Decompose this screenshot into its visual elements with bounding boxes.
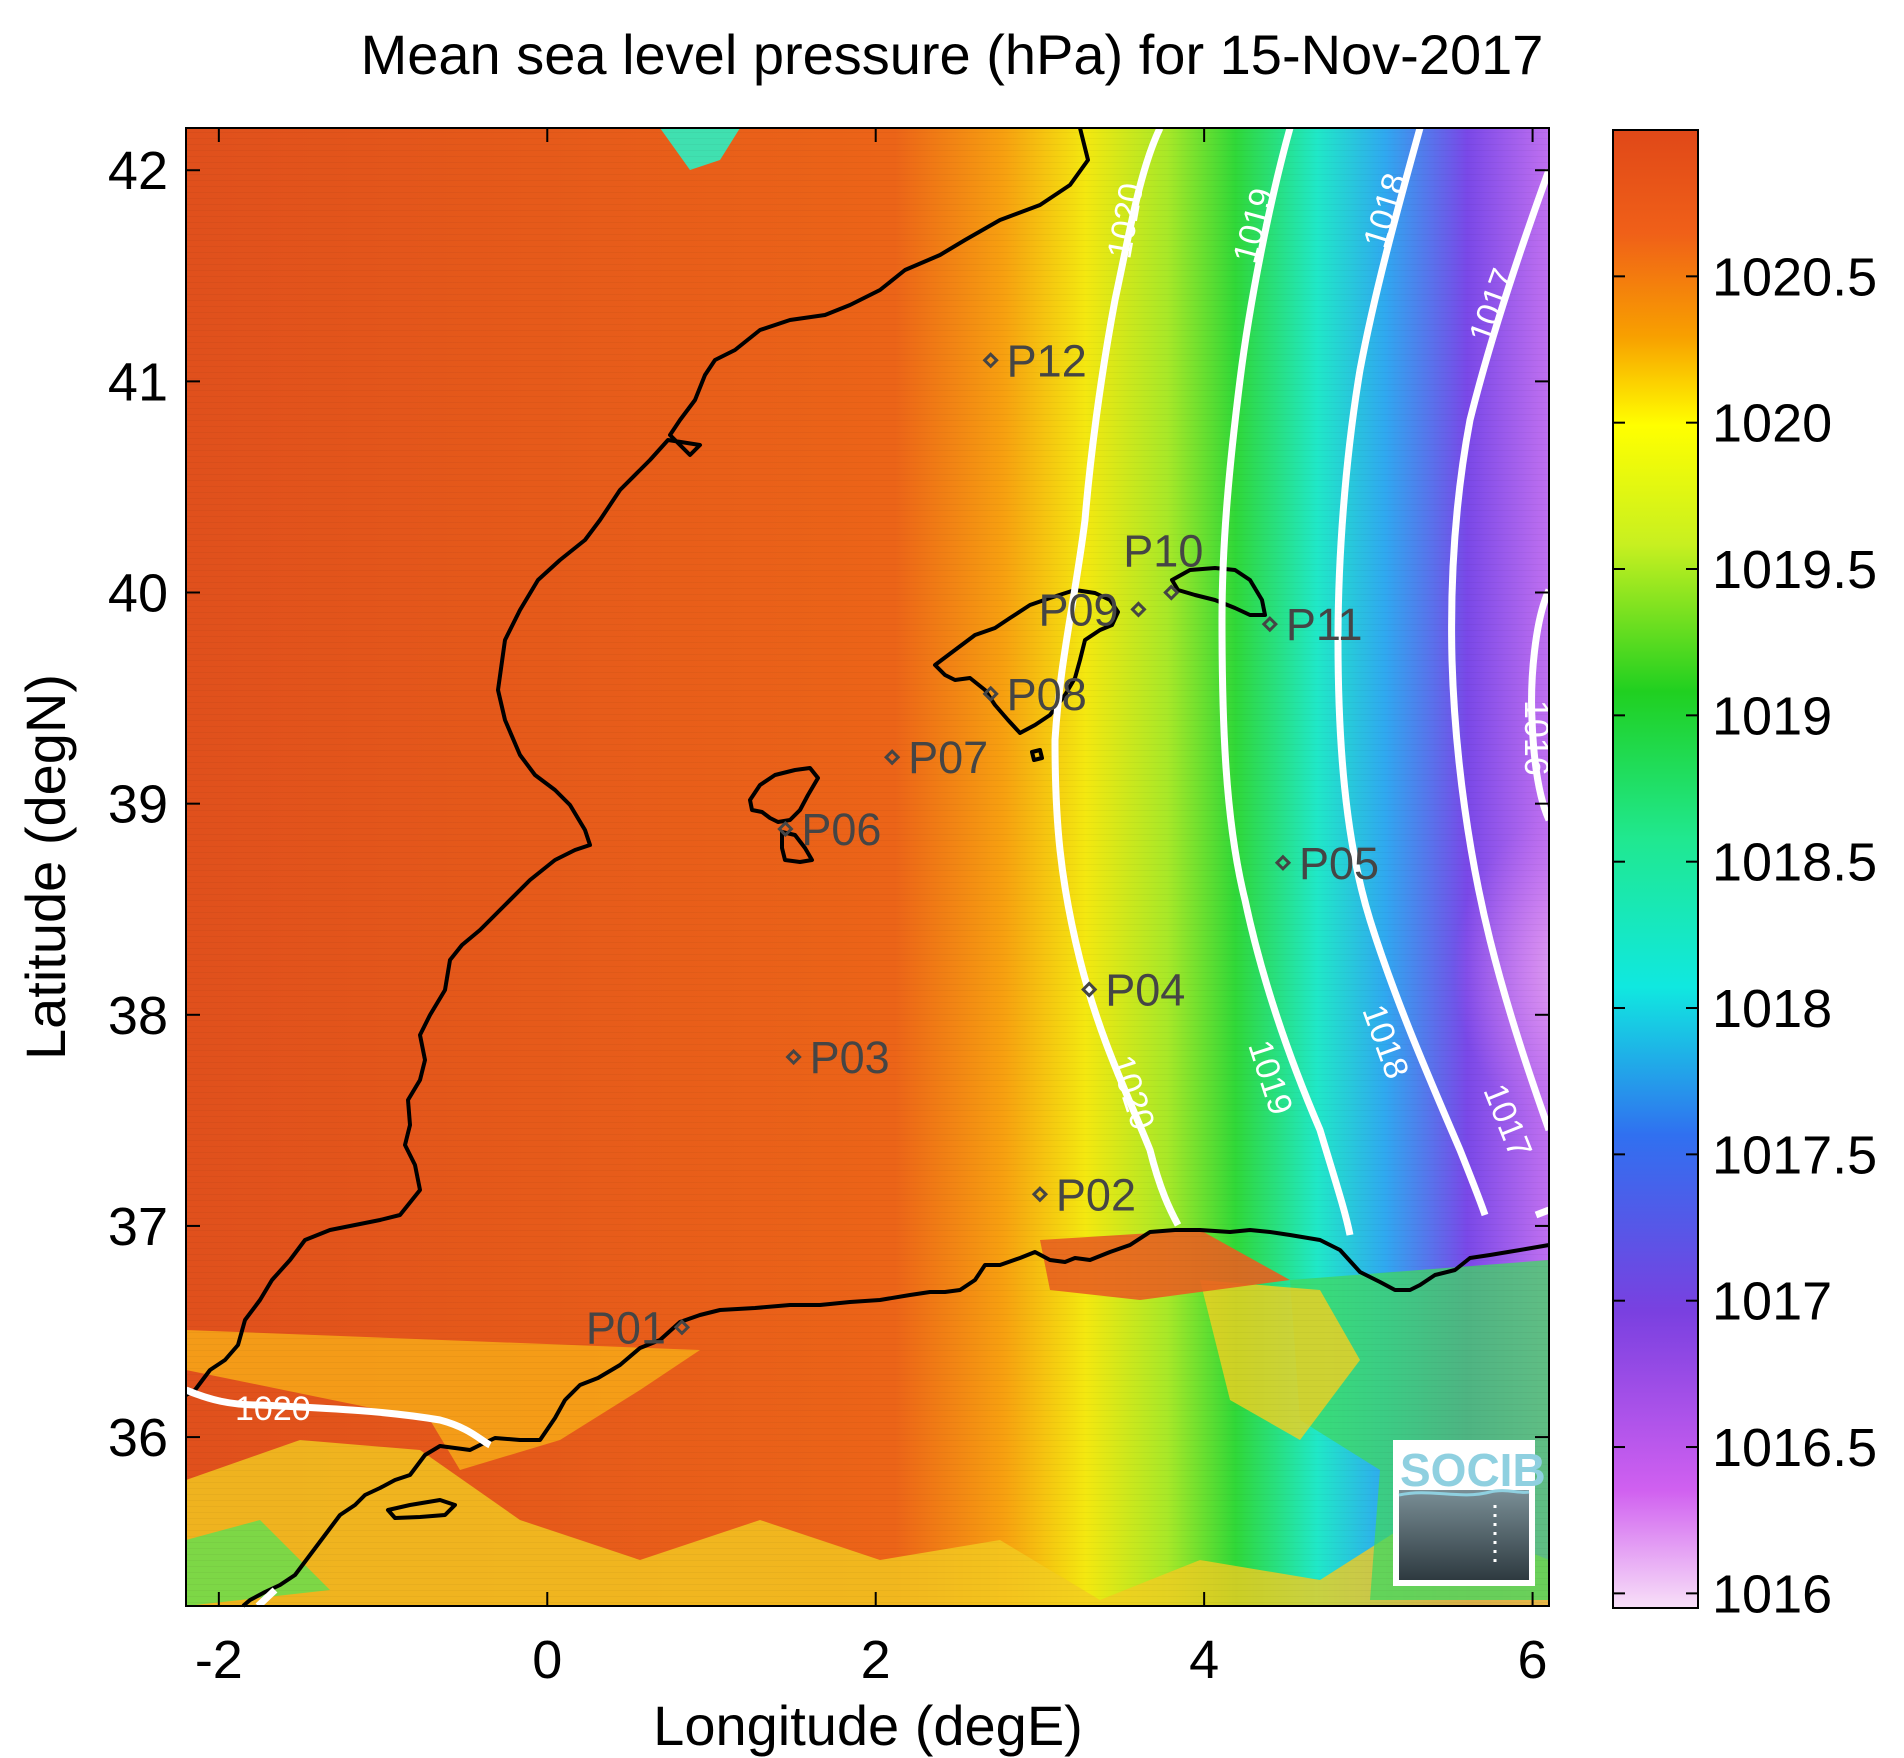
station-marker-icon — [1261, 616, 1278, 633]
station-marker-icon — [1081, 981, 1098, 998]
station-label: P02 — [1056, 1169, 1136, 1220]
station-p02[interactable]: P02 — [1031, 1169, 1136, 1220]
isobar-1020-main — [1051, 126, 1182, 1227]
station-label: P12 — [1007, 335, 1087, 386]
isobars — [184, 126, 1553, 1609]
logo-wave-icon — [1398, 1489, 1530, 1497]
station-label: P08 — [1007, 669, 1087, 720]
station-p11[interactable]: P11 — [1261, 599, 1363, 650]
station-label: P05 — [1299, 838, 1379, 889]
station-label: P10 — [1123, 526, 1203, 577]
colorbar-tick-label: 1020 — [1712, 394, 1832, 454]
formentera-coast — [780, 830, 814, 864]
station-label: P01 — [586, 1302, 666, 1353]
x-axis-label: Longitude (degE) — [653, 1694, 1083, 1757]
x-tick-label: 0 — [532, 1630, 562, 1690]
station-marker-icon — [982, 685, 999, 702]
x-tick-label: 4 — [1189, 1630, 1219, 1690]
y-tick-label: 37 — [108, 1197, 168, 1257]
station-label: P06 — [801, 804, 881, 855]
mallorca-coast — [933, 588, 1120, 735]
station-marker-icon — [982, 352, 999, 369]
x-tick-label: -2 — [195, 1630, 243, 1690]
isobar-1017-se — [1534, 1206, 1551, 1219]
cabrera-island — [1030, 748, 1044, 762]
iberia-coast — [185, 127, 1090, 1397]
y-tick-label: 41 — [108, 352, 168, 412]
colorbar-tick-label: 1017 — [1712, 1272, 1832, 1332]
x-axis: -2 0 2 4 6 — [195, 128, 1548, 1690]
station-marker-icon — [785, 1048, 802, 1066]
station-p05[interactable]: P05 — [1274, 838, 1379, 889]
station-marker-icon — [1031, 1186, 1049, 1203]
y-tick-label: 39 — [108, 775, 168, 835]
colorbar-frame — [1612, 129, 1699, 1609]
station-p03[interactable]: P03 — [785, 1032, 890, 1083]
station-p07[interactable]: P07 — [884, 732, 988, 783]
y-axis-label: Latitude (degN) — [14, 674, 77, 1060]
colorbar-tick-label: 1016 — [1712, 1564, 1832, 1624]
isobar-1020-sw-corner — [255, 1587, 278, 1609]
isobar-1018 — [1334, 127, 1489, 1217]
colorbar-tick-label: 1017.5 — [1712, 1125, 1877, 1185]
station-marker-icon — [673, 1319, 691, 1336]
raster-texture — [186, 128, 1549, 1606]
station-p01[interactable]: P01 — [586, 1302, 691, 1353]
x-tick-label: 6 — [1518, 1630, 1548, 1690]
x-tick-label: 2 — [861, 1630, 891, 1690]
y-axis: 36 37 38 39 40 41 42 — [108, 141, 1549, 1468]
logo-text: SOCIB — [1400, 1444, 1546, 1496]
africa-coast — [241, 1228, 1550, 1608]
y-tick-label: 42 — [108, 141, 168, 201]
station-label: P07 — [908, 732, 988, 783]
colorbar-tick-label: 1016.5 — [1712, 1418, 1877, 1478]
station-p09[interactable]: P09 — [1038, 584, 1147, 635]
station-marker-icon — [1274, 854, 1292, 871]
map-frame — [185, 127, 1550, 1607]
station-label: P03 — [810, 1032, 890, 1083]
station-p06[interactable]: P06 — [777, 804, 881, 855]
socib-logo: SOCIB — [1393, 1440, 1546, 1586]
colorbar-tick-label: 1018 — [1712, 979, 1832, 1039]
colorbar-tick-label: 1020.5 — [1712, 247, 1877, 307]
isobar-1020-south — [184, 1386, 492, 1449]
colorbar-ticks: 1016 1016.5 1017 1017.5 1018 1018.5 1019 1019.5… — [1613, 247, 1877, 1624]
colorbar-tick-label: 1019 — [1712, 686, 1832, 746]
colorbar-tick-label: 1018.5 — [1712, 833, 1877, 893]
menorca-coast — [1170, 566, 1267, 617]
station-label: P04 — [1105, 964, 1185, 1015]
station-p10[interactable]: P10 — [1123, 526, 1203, 601]
station-marker-icon — [1130, 601, 1147, 618]
y-tick-label: 40 — [108, 564, 168, 624]
y-tick-label: 36 — [108, 1408, 168, 1468]
map-plot-area: 1020 1020 1020 1019 1019 1018 1018 1017 … — [184, 126, 1555, 1609]
alboran-island — [386, 1498, 457, 1520]
y-tick-label: 38 — [108, 986, 168, 1046]
map-title: Mean sea level pressure (hPa) for 15-Nov… — [360, 23, 1544, 86]
station-p08[interactable]: P08 — [982, 669, 1087, 720]
colorbar-tick-label: 1019.5 — [1712, 540, 1877, 600]
station-marker-icon — [777, 820, 794, 838]
station-label: P11 — [1286, 599, 1363, 650]
station-marker-icon — [1163, 584, 1180, 601]
colorbar-gradient — [1613, 130, 1698, 1608]
station-label: P09 — [1038, 584, 1118, 635]
isobar-label-1020-south: 1020 — [235, 1390, 311, 1428]
colorbar: 1016 1016.5 1017 1017.5 1018 1018.5 1019 1019.5… — [1612, 129, 1877, 1624]
station-marker-icon — [884, 749, 901, 766]
logo-header — [1399, 1446, 1529, 1490]
station-p12[interactable]: P12 — [982, 335, 1087, 386]
isobar-1019 — [1218, 127, 1354, 1236]
ibiza-coast — [748, 766, 820, 824]
coastline — [185, 127, 1550, 1608]
isobar-1017 — [1448, 168, 1553, 1132]
station-p04[interactable]: P04 — [1081, 964, 1185, 1015]
isobar-1016 — [1528, 588, 1553, 822]
